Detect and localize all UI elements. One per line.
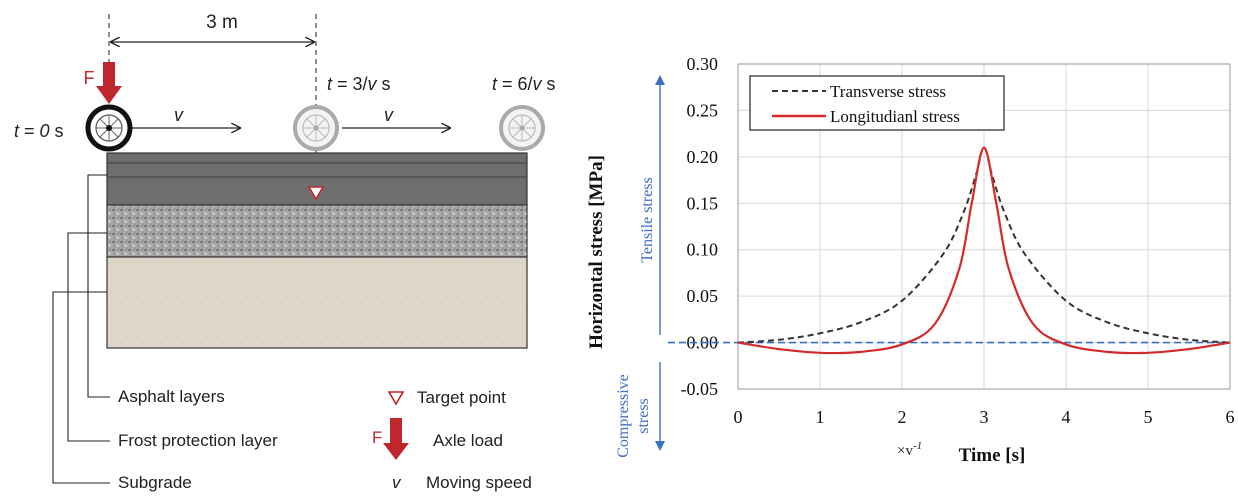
y-tick-label: 0.20	[687, 147, 719, 167]
wheel-t0-icon	[85, 104, 133, 152]
wheel-t6-icon	[499, 105, 545, 151]
chart-legend-box	[749, 75, 1005, 131]
x-tick-label: 3	[980, 407, 989, 427]
speed-symbol-1: v	[174, 105, 184, 125]
x-tick-label: 5	[1144, 407, 1153, 427]
y-tick-label: -0.05	[681, 379, 719, 399]
x-tick-labels: 0 1 2 3 4 5 6	[734, 407, 1235, 427]
x-tick-label: 0	[734, 407, 743, 427]
legend-label-transverse: Transverse stress	[830, 82, 946, 101]
layer-label-subgrade: Subgrade	[118, 473, 192, 492]
legend-target-label: Target point	[417, 388, 506, 407]
legend-speed-symbol: v	[392, 473, 402, 492]
leader-asphalt	[87, 174, 110, 398]
legend-moving-speed-label: Moving speed	[426, 473, 532, 492]
leader-frost	[67, 232, 110, 442]
leader-subgrade	[52, 291, 110, 484]
pavement-diagram: 3 m F t = 0 s v t = 3/v s v	[14, 12, 556, 492]
layer-label-asphalt: Asphalt layers	[118, 387, 225, 406]
force-arrow-icon	[96, 62, 122, 104]
y-tick-label: 0.15	[687, 193, 719, 213]
speed-symbol-2: v	[384, 105, 394, 125]
wheel-t3-icon	[293, 105, 339, 151]
x-axis-prefix: ×v-1	[897, 440, 922, 459]
tensile-stress-label: Tensile stress	[639, 177, 656, 263]
x-tick-label: 6	[1226, 407, 1235, 427]
y-tick-label: 0.05	[687, 286, 719, 306]
frost-protection-layer	[106, 204, 528, 258]
layer-label-frost: Frost protection layer	[118, 431, 278, 450]
legend-force-symbol: F	[372, 428, 382, 447]
x-axis-title: Time [s]	[959, 445, 1026, 466]
legend-axle-load-label: Axle load	[433, 431, 503, 450]
y-axis-title: Horizontal stress [MPa]	[586, 155, 607, 349]
y-tick-label: 0.25	[687, 100, 719, 120]
distance-label: 3 m	[206, 12, 238, 33]
x-tick-label: 4	[1062, 407, 1071, 427]
time-label-t3: t = 3/v s	[327, 74, 391, 94]
x-tick-label: 1	[816, 407, 825, 427]
y-tick-label: 0.10	[687, 240, 719, 260]
y-tick-labels: -0.050.000.050.100.150.200.250.30	[681, 54, 719, 399]
compressive-stress-label-line1: Compressive	[615, 374, 632, 458]
series-longitudinal-stress	[737, 146, 1231, 355]
target-point-icon	[307, 186, 325, 201]
compressive-stress-label-line2: stress	[635, 398, 652, 434]
series-transverse-stress	[737, 146, 1231, 344]
legend-label-longitudinal: Longitudianl stress	[830, 107, 960, 126]
y-tick-label: 0.30	[687, 54, 719, 74]
legend-target-icon	[387, 391, 405, 406]
force-label: F	[84, 68, 95, 88]
time-label-t0: t = 0 s	[14, 121, 64, 141]
subgrade-layer	[106, 256, 528, 349]
x-tick-label: 2	[898, 407, 907, 427]
legend-force-icon	[383, 418, 409, 460]
time-label-t6: t = 6/v s	[492, 74, 556, 94]
